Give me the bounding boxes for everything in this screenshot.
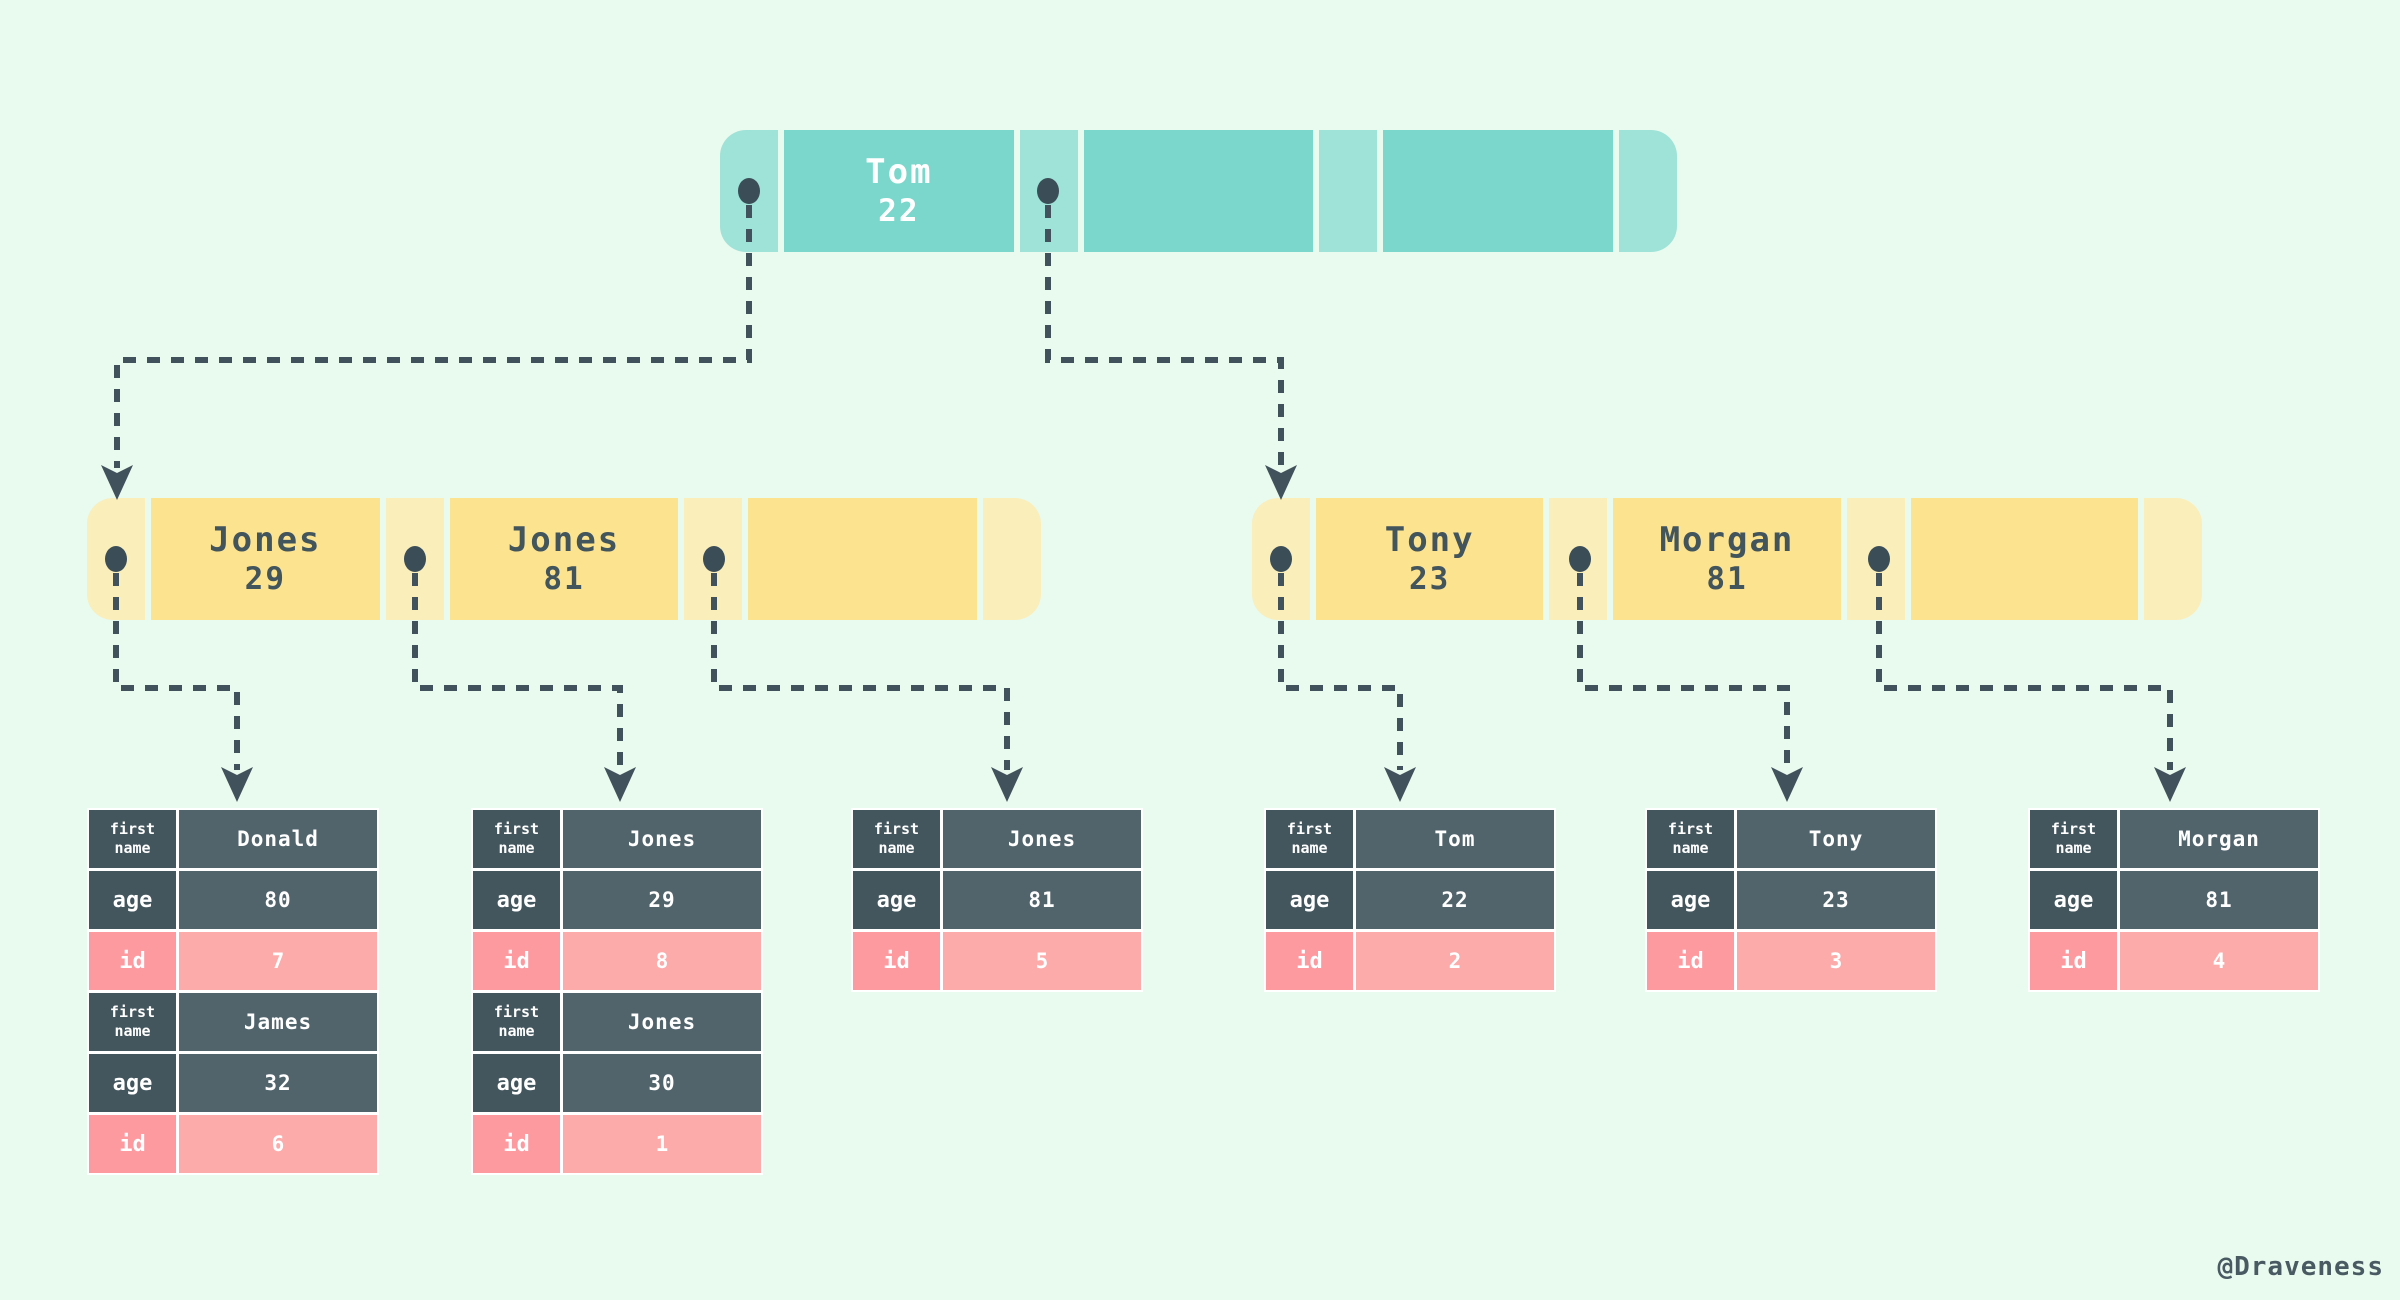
left-pointer-3: [684, 498, 743, 620]
id-label: id: [89, 932, 176, 990]
left-key-1-value: 29: [244, 561, 286, 597]
id-value: 3: [1737, 932, 1935, 990]
first-name-value: Donald: [179, 810, 377, 868]
age-value: 23: [1737, 871, 1935, 929]
age-value: 29: [563, 871, 761, 929]
right-pointer-3: [1846, 498, 1905, 620]
root-node: Tom 22: [720, 130, 1678, 252]
left-key-2-name: Jones: [507, 520, 621, 560]
watermark: @Draveness: [2217, 1252, 2384, 1282]
id-label: id: [1647, 932, 1734, 990]
id-value: 2: [1356, 932, 1554, 990]
right-key-2-name: Morgan: [1659, 520, 1795, 560]
age-label: age: [1266, 871, 1353, 929]
id-value: 5: [943, 932, 1141, 990]
first-name-label: first name: [1647, 810, 1734, 868]
first-name-value: Jones: [563, 993, 761, 1051]
age-label: age: [853, 871, 940, 929]
root-pointer-3: [1319, 130, 1378, 252]
id-label: id: [2030, 932, 2117, 990]
first-name-label: first name: [89, 810, 176, 868]
root-key-3: [1383, 130, 1614, 252]
id-label: id: [1266, 932, 1353, 990]
first-name-label: first name: [89, 993, 176, 1051]
arrowhead: [221, 767, 253, 802]
first-name-label: first name: [1266, 810, 1353, 868]
arrowhead: [604, 767, 636, 802]
right-key-1-name: Tony: [1384, 520, 1475, 560]
id-label: id: [473, 1115, 560, 1173]
arrowhead: [991, 767, 1023, 802]
record-table-1: first name Donald age 80 id 7 first name…: [87, 808, 379, 1175]
right-key-2-value: 81: [1706, 561, 1748, 597]
arrowhead: [101, 465, 133, 500]
age-label: age: [473, 871, 560, 929]
left-key-2: Jones 81: [449, 498, 679, 620]
left-pointer-2: [385, 498, 444, 620]
left-key-1: Jones 29: [151, 498, 380, 620]
age-label: age: [1647, 871, 1734, 929]
right-pointer-1: [1252, 498, 1310, 620]
left-pointer-4: [983, 498, 1042, 620]
record-table-6: first name Morgan age 81 id 4: [2028, 808, 2320, 992]
first-name-label: first name: [853, 810, 940, 868]
age-value: 32: [179, 1054, 377, 1112]
age-label: age: [89, 1054, 176, 1112]
first-name-value: Jones: [563, 810, 761, 868]
right-key-1: Tony 23: [1316, 498, 1544, 620]
first-name-value: Tony: [1737, 810, 1935, 868]
internal-node-right: Tony 23 Morgan 81: [1252, 498, 2202, 620]
age-label: age: [2030, 871, 2117, 929]
root-key-2: [1083, 130, 1314, 252]
first-name-value: James: [179, 993, 377, 1051]
first-name-value: Jones: [943, 810, 1141, 868]
id-value: 1: [563, 1115, 761, 1173]
record-table-4: first name Tom age 22 id 2: [1264, 808, 1556, 992]
first-name-value: Tom: [1356, 810, 1554, 868]
root-key-1-value: 22: [878, 193, 920, 229]
age-value: 22: [1356, 871, 1554, 929]
root-pointer-1: [720, 130, 778, 252]
root-pointer-4: [1619, 130, 1678, 252]
right-key-3: [1910, 498, 2138, 620]
first-name-label: first name: [473, 993, 560, 1051]
left-pointer-1: [87, 498, 145, 620]
right-pointer-2: [1549, 498, 1608, 620]
record-table-3: first name Jones age 81 id 5: [851, 808, 1143, 992]
left-key-2-value: 81: [543, 561, 585, 597]
record-table-2: first name Jones age 29 id 8 first name …: [471, 808, 763, 1175]
id-label: id: [473, 932, 560, 990]
arrowhead: [1771, 767, 1803, 802]
internal-node-left: Jones 29 Jones 81: [87, 498, 1042, 620]
root-pointer-2: [1019, 130, 1078, 252]
id-value: 4: [2120, 932, 2318, 990]
root-key-1-name: Tom: [865, 152, 933, 192]
id-value: 8: [563, 932, 761, 990]
arrowhead: [1265, 465, 1297, 500]
id-label: id: [89, 1115, 176, 1173]
id-label: id: [853, 932, 940, 990]
id-value: 6: [179, 1115, 377, 1173]
age-value: 81: [943, 871, 1141, 929]
age-value: 80: [179, 871, 377, 929]
id-value: 7: [179, 932, 377, 990]
left-key-1-name: Jones: [209, 520, 322, 560]
right-key-2: Morgan 81: [1613, 498, 1841, 620]
age-label: age: [89, 871, 176, 929]
connector-root-to-left: [114, 205, 752, 468]
arrowhead: [1384, 767, 1416, 802]
root-key-1: Tom 22: [784, 130, 1014, 252]
first-name-label: first name: [473, 810, 560, 868]
right-pointer-4: [2143, 498, 2202, 620]
first-name-label: first name: [2030, 810, 2117, 868]
left-key-3: [748, 498, 978, 620]
age-label: age: [473, 1054, 560, 1112]
age-value: 81: [2120, 871, 2318, 929]
first-name-value: Morgan: [2120, 810, 2318, 868]
record-table-5: first name Tony age 23 id 3: [1645, 808, 1937, 992]
right-key-1-value: 23: [1409, 561, 1451, 597]
arrowhead: [2154, 767, 2186, 802]
age-value: 30: [563, 1054, 761, 1112]
